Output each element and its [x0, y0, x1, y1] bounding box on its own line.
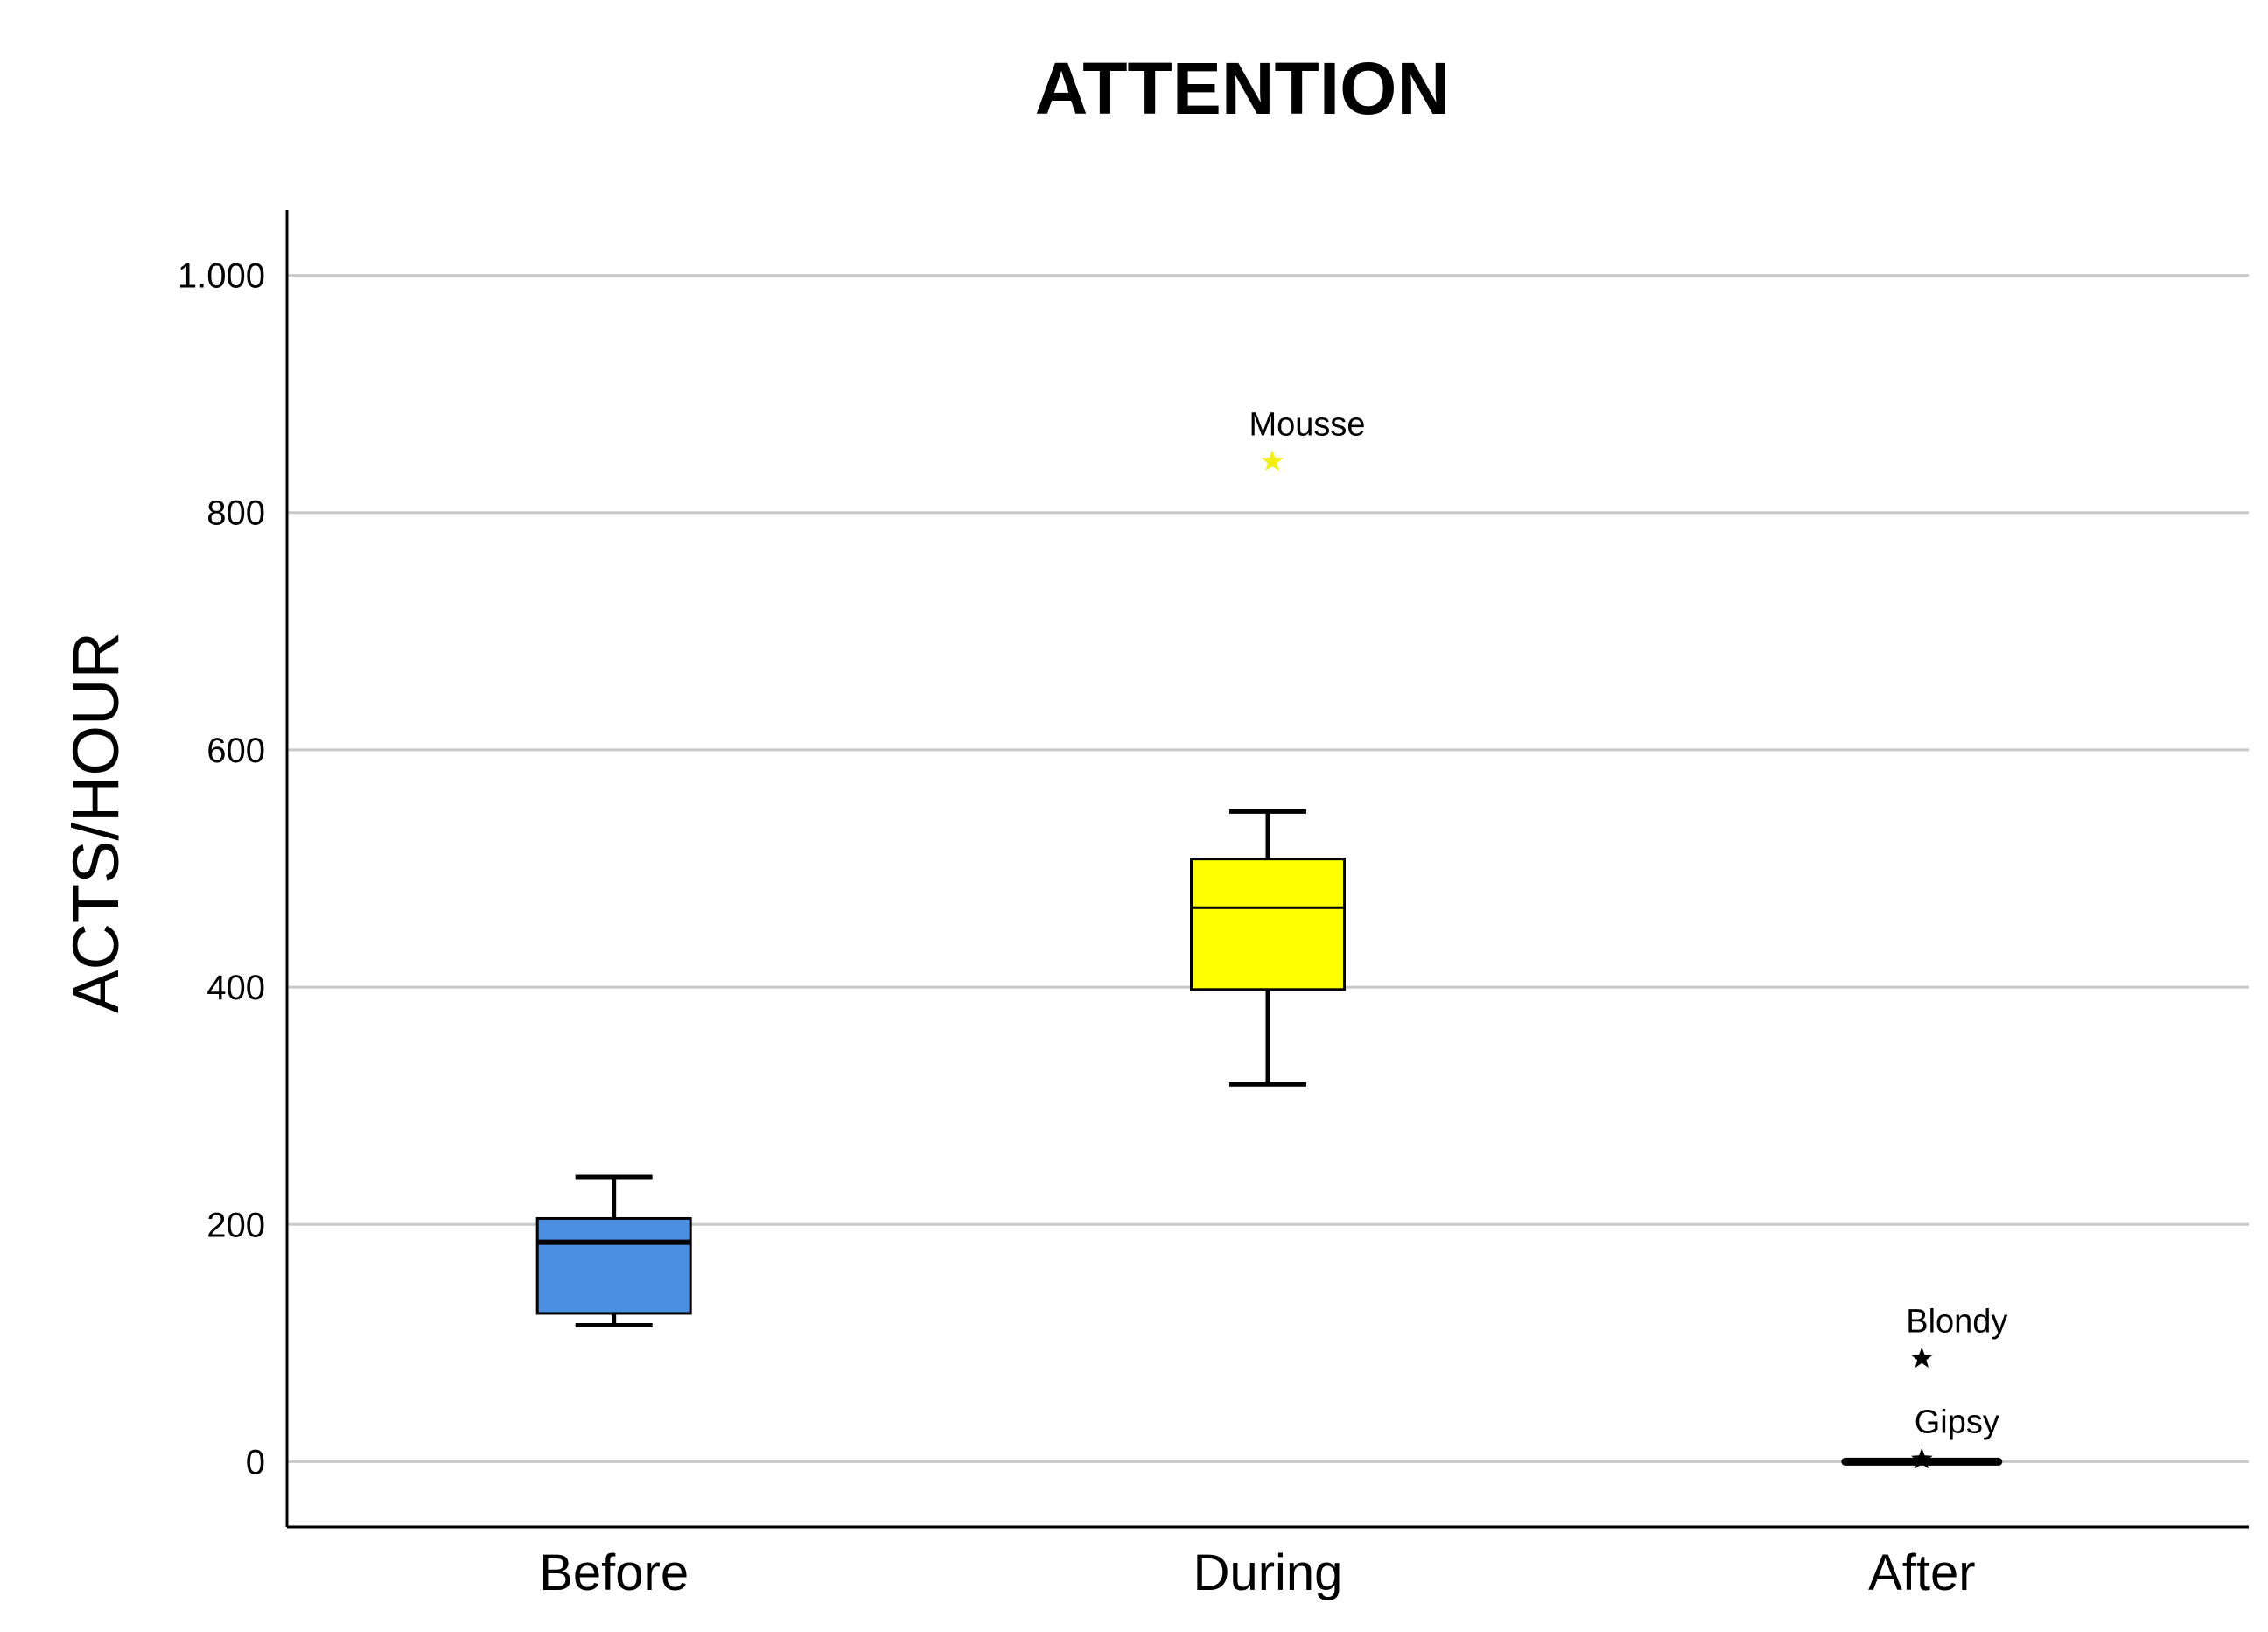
y-axis-label: ACTS/HOUR — [60, 632, 132, 1013]
outlier-marker — [1911, 1347, 1933, 1368]
outlier-label: Blondy — [1906, 1303, 2007, 1340]
y-tick-labels: 0 200 400 600 800 1.000 — [178, 257, 265, 1482]
x-tick-labels: Before During After — [539, 1544, 1975, 1601]
box-before — [536, 1174, 692, 1328]
x-tick-label: Before — [539, 1544, 689, 1601]
outlier-marker — [1261, 450, 1284, 471]
y-tick-label: 200 — [206, 1206, 265, 1244]
outlier-marker — [1911, 1447, 1933, 1469]
y-tick-label: 1.000 — [178, 257, 265, 296]
x-tick-label: After — [1868, 1544, 1976, 1601]
y-tick-label: 600 — [206, 732, 265, 770]
box-during — [1190, 809, 1346, 1087]
x-tick-label: During — [1194, 1544, 1343, 1601]
chart-title: ATTENTION — [1035, 47, 1450, 130]
boxes — [536, 809, 2003, 1466]
outliers: Mousse Blondy Gipsy — [1249, 406, 2007, 1469]
y-tick-label: 0 — [246, 1443, 265, 1481]
y-tick-label: 400 — [206, 969, 265, 1007]
box-iqr — [536, 1216, 692, 1315]
outlier-label: Mousse — [1249, 406, 1365, 443]
axes — [285, 210, 2249, 1529]
y-tick-label: 800 — [206, 494, 265, 533]
box-iqr — [1190, 858, 1346, 991]
outlier-label: Gipsy — [1914, 1404, 1999, 1441]
